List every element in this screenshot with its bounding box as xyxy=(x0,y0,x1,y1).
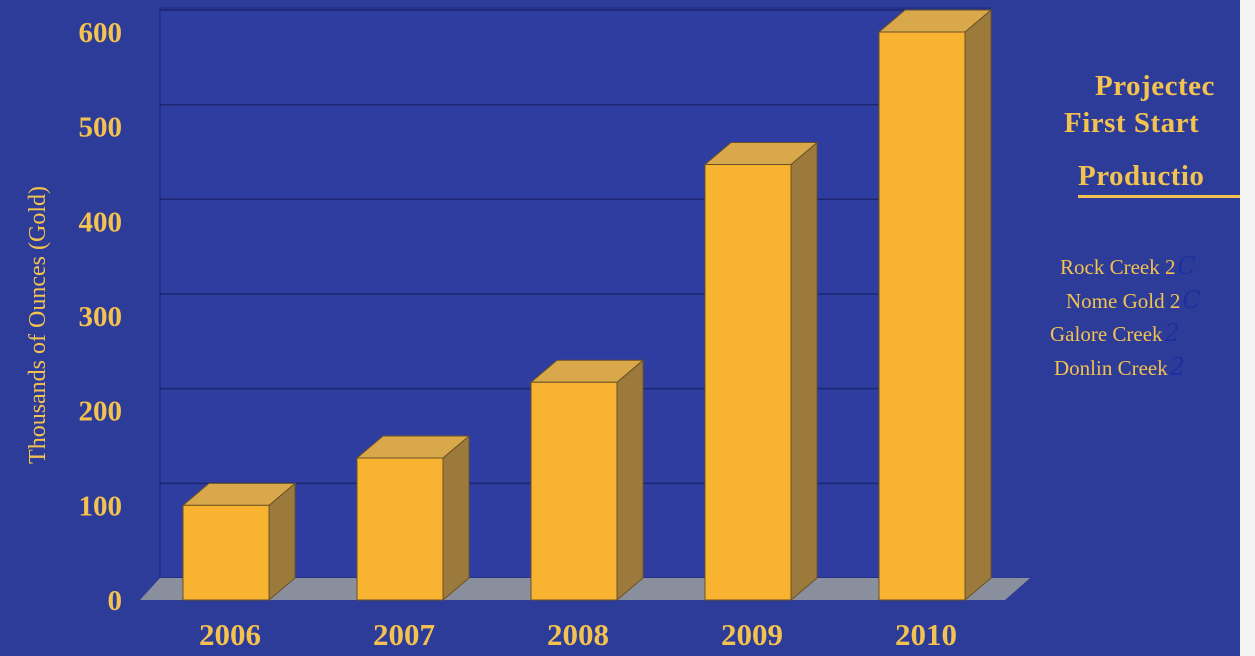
x-tick-labels: 2006 2007 2008 2009 2010 xyxy=(199,617,957,652)
legend-item: Rock Creek 2C xyxy=(1060,252,1196,280)
legend-item-note: 2 xyxy=(1169,353,1186,381)
page-edge xyxy=(1240,0,1255,656)
bar xyxy=(181,482,297,602)
bar-front xyxy=(356,457,444,601)
x-tick-label: 2009 xyxy=(721,617,783,652)
y-tick-labels: 0 100 200 300 400 500 600 xyxy=(79,17,123,617)
legend-panel: Projectec First Start Productio Rock Cre… xyxy=(1040,68,1240,428)
legend-item-note: C xyxy=(1177,252,1196,280)
bar xyxy=(703,141,819,602)
x-tick-label: 2006 xyxy=(199,617,261,652)
y-tick-label: 400 xyxy=(79,206,123,238)
y-axis-label: Thousands of Ounces (Gold) xyxy=(25,186,51,464)
bar-front xyxy=(878,31,966,601)
legend-item: Galore Creek2 xyxy=(1050,319,1180,347)
y-tick-label: 300 xyxy=(79,301,123,333)
panel-title-line-3: Productio xyxy=(1078,160,1205,192)
bar-side xyxy=(616,359,644,602)
bar-front xyxy=(530,381,618,601)
legend-item-note: C xyxy=(1182,286,1201,314)
y-tick-label: 600 xyxy=(79,17,123,49)
legend-item-label: Galore Creek xyxy=(1050,322,1163,346)
legend-item: Nome Gold 2C xyxy=(1066,286,1201,314)
legend-item-label: Donlin Creek xyxy=(1054,356,1168,380)
bars xyxy=(181,8,993,602)
bar-side xyxy=(790,141,818,602)
y-tick-label: 100 xyxy=(79,490,123,522)
x-tick-label: 2008 xyxy=(547,617,609,652)
bar-front xyxy=(704,164,792,601)
bar-front xyxy=(182,504,270,601)
y-tick-label: 500 xyxy=(79,112,123,144)
bar xyxy=(877,8,993,602)
bar-side xyxy=(964,8,992,602)
legend-item-label: Rock Creek 2 xyxy=(1060,255,1176,279)
bar xyxy=(529,359,645,602)
bar xyxy=(355,434,471,602)
y-tick-label: 0 xyxy=(108,585,123,617)
x-tick-label: 2010 xyxy=(895,617,957,652)
legend-item: Donlin Creek2 xyxy=(1054,353,1185,381)
panel-title-line-1: Projectec xyxy=(1095,70,1215,102)
legend-item-note: 2 xyxy=(1164,319,1180,347)
panel-title-line-2: First Start xyxy=(1064,107,1200,139)
title-underline xyxy=(1078,195,1240,198)
y-tick-label: 200 xyxy=(79,396,123,428)
gridlines xyxy=(160,9,990,485)
legend-item-label: Nome Gold 2 xyxy=(1066,289,1181,313)
x-tick-label: 2007 xyxy=(373,617,435,652)
bar-side xyxy=(442,434,470,602)
